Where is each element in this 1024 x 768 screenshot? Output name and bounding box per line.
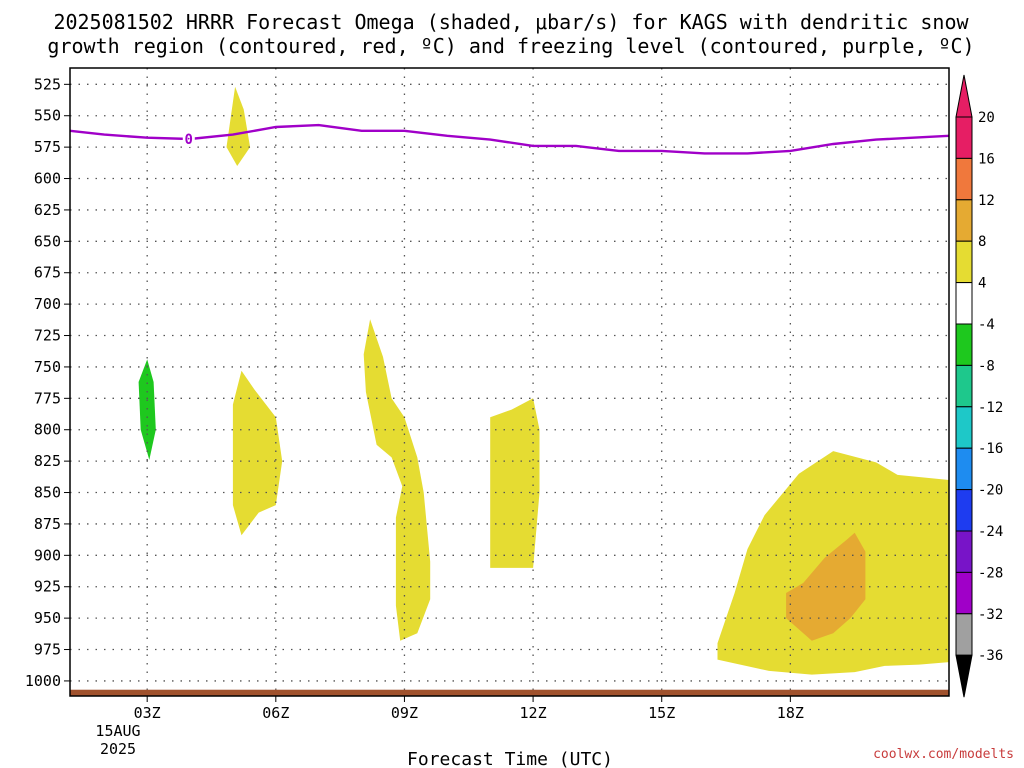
omega-shaded-regions <box>138 86 949 675</box>
pressure-axis-ticks: 525 550 575 600 625 650 675 700 725 750 775 800 825 8… <box>25 75 70 690</box>
colorbar-label-7: -8 <box>978 358 995 374</box>
colorbar-label-1: 20 <box>978 110 995 126</box>
omega-region-2 <box>138 359 156 460</box>
colorbar-label-9: -16 <box>978 441 1003 457</box>
ground-band <box>70 689 949 696</box>
freezing-level-line <box>69 123 950 155</box>
colorbar-label-11: -24 <box>978 524 1003 540</box>
ytick-label-925: 925 <box>34 578 61 596</box>
xtick-label-06Z: 06Z <box>262 704 289 722</box>
ytick-label-975: 975 <box>34 641 61 659</box>
colorbar-label-12: -28 <box>978 565 1003 581</box>
ytick-label-525: 525 <box>34 75 61 93</box>
colorbar-bottom-arrow <box>955 654 973 698</box>
chart-title-line-1: 2025081502 HRRR Forecast Omega (shaded, … <box>53 10 969 34</box>
ytick-label-875: 875 <box>34 515 61 533</box>
omega-region-7 <box>786 532 866 641</box>
date-label-day: 15AUG <box>95 722 140 740</box>
ytick-label-625: 625 <box>34 201 61 219</box>
date-label-year: 2025 <box>100 740 136 758</box>
xtick-label-15Z: 15Z <box>648 704 675 722</box>
ytick-label-725: 725 <box>34 327 61 345</box>
colorbar-segment-2 <box>955 157 973 201</box>
ytick-label-600: 600 <box>34 170 61 188</box>
x-axis-label: Forecast Time (UTC) <box>407 749 613 768</box>
ytick-label-1000: 1000 <box>25 672 61 690</box>
ytick-label-700: 700 <box>34 295 61 313</box>
omega-region-5 <box>490 398 540 568</box>
ytick-label-850: 850 <box>34 484 61 502</box>
colorbar-segment-11 <box>955 530 973 573</box>
ytick-label-950: 950 <box>34 609 61 627</box>
colorbar-segment-3 <box>955 199 973 242</box>
colorbar-segment-6 <box>955 323 973 366</box>
colorbar-label-6: -4 <box>978 317 995 333</box>
colorbar-top-arrow <box>955 74 973 118</box>
colorbar-segment-13 <box>955 613 973 656</box>
omega-colorbar: 20 16 12 8 4 -4 -8 -12 -16 -20 -24 -28 -32 -36 <box>955 74 1003 698</box>
colorbar-segment-5 <box>955 282 973 325</box>
colorbar-segment-12 <box>955 571 973 615</box>
xtick-label-09Z: 09Z <box>391 704 418 722</box>
colorbar-segment-7 <box>955 364 973 408</box>
ytick-label-750: 750 <box>34 358 61 376</box>
omega-region-3 <box>232 370 283 536</box>
colorbar-label-2: 16 <box>978 151 995 167</box>
freezing-label-bg <box>182 130 195 147</box>
colorbar-segment-9 <box>955 447 973 491</box>
ytick-label-825: 825 <box>34 452 61 470</box>
credit-text: coolwx.com/modelts <box>873 747 1014 762</box>
ytick-label-775: 775 <box>34 389 61 407</box>
colorbar-label-5: 4 <box>978 276 986 292</box>
colorbar-label-14: -36 <box>978 648 1003 664</box>
colorbar-label-10: -20 <box>978 483 1003 499</box>
freezing-level-label: 0 <box>185 132 193 148</box>
colorbar-segment-8 <box>955 406 973 449</box>
ytick-label-550: 550 <box>34 107 61 125</box>
colorbar-segment-10 <box>955 489 973 532</box>
omega-region-4 <box>363 319 431 641</box>
freezing-level-contour: 0 <box>69 123 950 155</box>
xtick-label-12Z: 12Z <box>520 704 547 722</box>
colorbar-label-8: -12 <box>978 400 1003 416</box>
omega-region-1 <box>226 86 251 166</box>
time-axis-ticks: 03Z 06Z 09Z 12Z 15Z 18Z <box>134 696 804 722</box>
ytick-label-800: 800 <box>34 421 61 439</box>
ytick-label-900: 900 <box>34 546 61 564</box>
colorbar-label-13: -32 <box>978 607 1003 623</box>
xtick-label-18Z: 18Z <box>777 704 804 722</box>
xtick-label-03Z: 03Z <box>134 704 161 722</box>
colorbar-label-4: 8 <box>978 234 986 250</box>
colorbar-segment-1 <box>955 116 973 159</box>
plot-frame <box>69 67 950 697</box>
chart-title-line-2: growth region (contoured, red, ºC) and f… <box>47 34 974 58</box>
colorbar-segment-4 <box>955 240 973 284</box>
ground-surface-band <box>70 689 949 696</box>
ytick-label-650: 650 <box>34 232 61 250</box>
ytick-label-575: 575 <box>34 138 61 156</box>
ytick-label-675: 675 <box>34 264 61 282</box>
colorbar-label-3: 12 <box>978 193 995 209</box>
